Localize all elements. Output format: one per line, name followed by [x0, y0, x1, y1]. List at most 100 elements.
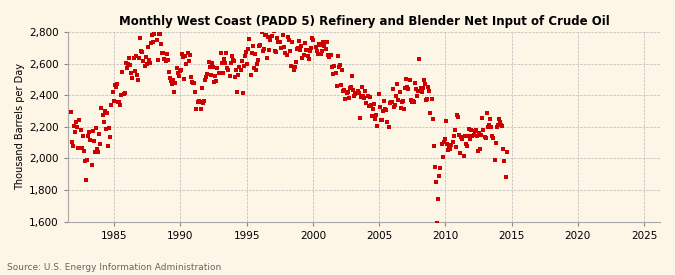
- Point: [389, 103, 400, 107]
- Point: [193, 99, 204, 103]
- Point: [493, 116, 504, 121]
- Point: [304, 48, 315, 53]
- Point: [300, 48, 311, 53]
- Point: [168, 78, 179, 82]
- Point: [160, 59, 171, 64]
- Point: [413, 89, 424, 93]
- Point: [207, 61, 217, 65]
- Point: [165, 79, 176, 84]
- Point: [148, 40, 159, 44]
- Point: [470, 128, 481, 132]
- Point: [422, 97, 433, 101]
- Point: [474, 131, 485, 135]
- Point: [264, 48, 275, 53]
- Point: [350, 92, 361, 96]
- Point: [342, 90, 353, 95]
- Point: [135, 35, 146, 40]
- Point: [458, 154, 469, 158]
- Point: [139, 64, 150, 68]
- Point: [385, 100, 396, 104]
- Point: [427, 116, 438, 121]
- Point: [80, 177, 91, 182]
- Point: [417, 86, 428, 90]
- Point: [489, 158, 500, 162]
- Point: [225, 61, 236, 65]
- Point: [196, 86, 207, 90]
- Point: [349, 94, 360, 98]
- Point: [447, 140, 458, 144]
- Point: [453, 115, 464, 120]
- Point: [405, 98, 416, 102]
- Point: [215, 51, 226, 56]
- Point: [261, 33, 271, 37]
- Point: [226, 54, 237, 59]
- Point: [432, 221, 443, 225]
- Point: [242, 62, 252, 66]
- Point: [162, 57, 173, 62]
- Point: [129, 68, 140, 73]
- Point: [144, 57, 155, 62]
- Point: [433, 196, 443, 201]
- Point: [404, 78, 415, 82]
- Point: [356, 95, 367, 99]
- Point: [362, 94, 373, 98]
- Point: [306, 46, 317, 50]
- Point: [462, 133, 473, 138]
- Point: [469, 129, 480, 133]
- Point: [441, 119, 452, 123]
- Point: [286, 63, 297, 68]
- Point: [111, 82, 122, 86]
- Point: [82, 158, 92, 162]
- Point: [415, 86, 426, 90]
- Point: [231, 68, 242, 72]
- Point: [250, 68, 261, 72]
- Point: [192, 99, 203, 104]
- Point: [87, 129, 98, 134]
- Point: [375, 104, 385, 109]
- Point: [283, 35, 294, 40]
- Point: [359, 96, 370, 100]
- Point: [498, 147, 509, 151]
- Point: [387, 100, 398, 104]
- Point: [348, 87, 358, 92]
- Point: [141, 62, 152, 67]
- Point: [309, 24, 320, 29]
- Point: [299, 40, 310, 45]
- Point: [95, 141, 106, 146]
- Point: [354, 116, 365, 121]
- Point: [235, 68, 246, 72]
- Point: [68, 124, 79, 129]
- Point: [459, 133, 470, 138]
- Point: [443, 148, 454, 152]
- Point: [327, 64, 338, 69]
- Point: [367, 114, 377, 118]
- Point: [165, 76, 176, 80]
- Point: [158, 50, 169, 55]
- Point: [382, 120, 393, 124]
- Point: [444, 144, 455, 149]
- Point: [335, 83, 346, 87]
- Point: [202, 72, 213, 76]
- Point: [495, 123, 506, 128]
- Point: [341, 91, 352, 96]
- Point: [167, 82, 178, 86]
- Point: [248, 66, 259, 70]
- Point: [238, 64, 249, 69]
- Point: [412, 94, 423, 99]
- Point: [464, 127, 475, 131]
- Point: [83, 134, 94, 138]
- Point: [391, 94, 402, 98]
- Point: [265, 37, 276, 42]
- Point: [144, 60, 155, 65]
- Point: [499, 159, 510, 163]
- Point: [478, 128, 489, 132]
- Point: [111, 85, 122, 89]
- Point: [320, 47, 331, 51]
- Point: [438, 140, 449, 144]
- Point: [487, 134, 497, 138]
- Point: [161, 52, 172, 56]
- Point: [104, 126, 115, 130]
- Point: [140, 54, 151, 59]
- Point: [147, 32, 158, 37]
- Point: [130, 54, 141, 59]
